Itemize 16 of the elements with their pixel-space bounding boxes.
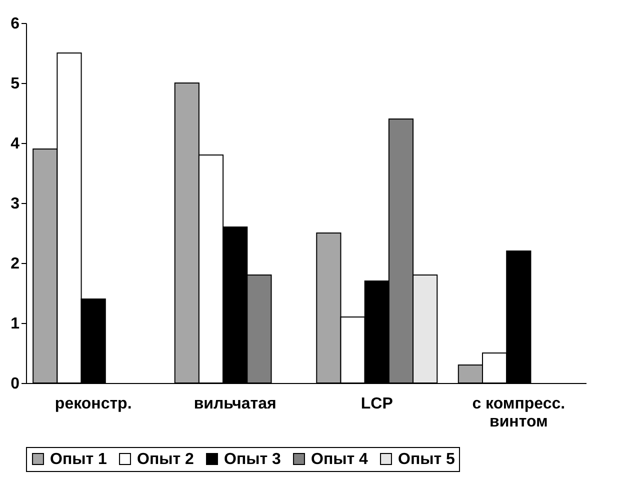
legend-label: Опыт 3: [224, 451, 282, 468]
y-tick-label: 2: [10, 256, 20, 272]
x-tick-label: с компресс. винтом: [472, 396, 566, 430]
x-tick-label: реконстр.: [54, 396, 132, 412]
x-tick-label: LCP: [360, 396, 394, 412]
y-tick-label: 0: [10, 376, 20, 392]
y-tick-label: 5: [10, 76, 20, 92]
legend-label: Опыт 1: [50, 451, 108, 468]
y-tick-label: 3: [10, 196, 20, 212]
y-tick-label: 6: [10, 16, 20, 32]
y-tick-label: 1: [10, 316, 20, 332]
legend-label: Опыт 5: [398, 451, 456, 468]
legend-label: Опыт 4: [311, 451, 368, 468]
legend-label: Опыт 2: [137, 451, 194, 468]
y-tick-label: 4: [10, 136, 20, 152]
x-tick-label: вильчатая: [194, 396, 276, 412]
